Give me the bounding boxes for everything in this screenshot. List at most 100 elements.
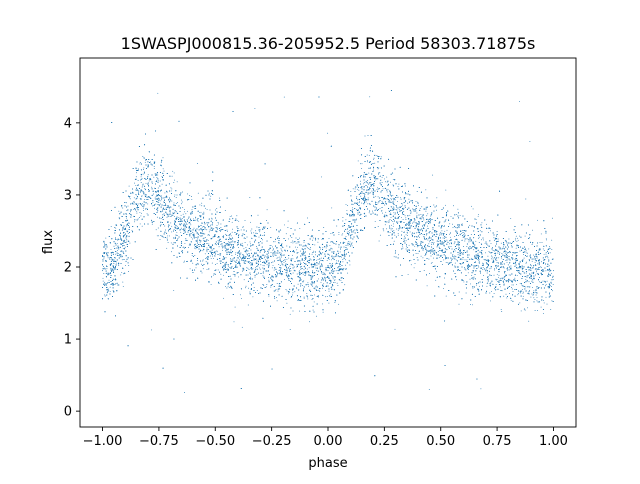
- data-point: [220, 253, 222, 255]
- data-point: [424, 225, 426, 227]
- data-point: [139, 223, 141, 225]
- data-point: [439, 234, 441, 236]
- data-point: [155, 203, 157, 205]
- data-point: [224, 262, 226, 264]
- data-point: [523, 257, 525, 259]
- data-point: [259, 267, 260, 269]
- data-point: [192, 212, 193, 214]
- data-point: [497, 250, 499, 252]
- data-point: [397, 232, 399, 234]
- data-point: [336, 282, 338, 284]
- data-point: [510, 268, 512, 270]
- data-point: [536, 271, 538, 273]
- data-point: [296, 264, 298, 265]
- data-point: [540, 282, 542, 284]
- data-point: [440, 243, 442, 245]
- data-point: [492, 260, 494, 261]
- data-point: [122, 255, 124, 257]
- data-point: [407, 234, 408, 236]
- data-point: [311, 253, 313, 255]
- data-point: [348, 259, 350, 261]
- data-point: [489, 230, 491, 232]
- data-point: [206, 208, 208, 210]
- data-point: [545, 239, 547, 241]
- data-point: [429, 251, 431, 253]
- data-point: [539, 263, 540, 265]
- data-point: [230, 239, 232, 241]
- data-point: [405, 246, 407, 248]
- data-point: [225, 257, 227, 259]
- data-point: [235, 253, 237, 255]
- data-point: [413, 267, 415, 269]
- data-point: [216, 244, 218, 246]
- data-point: [364, 193, 366, 195]
- data-point: [499, 252, 501, 254]
- data-point: [313, 301, 315, 303]
- data-point: [231, 221, 233, 223]
- data-point: [333, 258, 335, 260]
- data-point: [252, 296, 254, 298]
- data-point: [297, 252, 299, 253]
- data-point: [236, 257, 238, 259]
- data-point: [102, 259, 104, 261]
- data-point: [222, 237, 224, 239]
- data-point: [515, 239, 516, 241]
- data-point: [540, 266, 542, 268]
- data-point: [351, 215, 353, 217]
- data-point: [381, 210, 383, 212]
- data-point: [505, 293, 507, 295]
- data-point: [319, 250, 321, 252]
- data-point: [416, 217, 418, 219]
- data-point: [379, 172, 381, 174]
- data-point: [286, 258, 288, 260]
- data-point: [441, 243, 443, 245]
- data-point: [129, 242, 131, 244]
- data-point: [463, 253, 464, 255]
- data-point: [450, 215, 452, 217]
- data-point: [356, 209, 358, 210]
- data-point: [330, 233, 332, 234]
- data-point: [318, 251, 320, 253]
- data-point: [539, 267, 541, 269]
- data-point: [435, 209, 437, 211]
- data-point: [549, 292, 551, 294]
- data-point: [475, 240, 477, 242]
- data-point: [532, 267, 534, 269]
- data-point: [157, 187, 159, 189]
- data-point: [548, 274, 550, 276]
- data-point: [381, 182, 383, 184]
- data-point: [351, 231, 352, 233]
- data-point: [229, 242, 231, 244]
- data-point: [208, 282, 210, 283]
- data-point: [428, 389, 430, 391]
- data-point: [397, 229, 399, 231]
- data-point: [166, 213, 168, 215]
- data-point: [350, 237, 352, 238]
- data-point: [274, 252, 276, 254]
- data-point: [505, 241, 507, 243]
- data-point: [317, 295, 319, 296]
- data-point: [511, 284, 513, 286]
- data-point: [300, 262, 302, 264]
- data-point: [424, 247, 426, 249]
- data-point: [538, 281, 540, 283]
- data-point: [135, 198, 137, 200]
- data-point: [187, 193, 189, 195]
- data-point: [203, 211, 205, 213]
- data-point: [521, 284, 523, 286]
- data-point: [230, 258, 231, 260]
- data-point: [219, 197, 220, 199]
- data-point: [419, 208, 421, 210]
- data-point: [493, 250, 495, 252]
- data-point: [303, 261, 304, 263]
- data-point: [323, 227, 325, 228]
- data-point: [216, 208, 218, 210]
- data-point: [386, 228, 388, 230]
- data-point: [525, 198, 527, 200]
- data-point: [343, 241, 344, 243]
- data-point: [145, 189, 147, 191]
- data-point: [140, 215, 142, 217]
- data-point: [504, 256, 506, 258]
- data-point: [473, 247, 475, 248]
- data-point: [438, 244, 440, 245]
